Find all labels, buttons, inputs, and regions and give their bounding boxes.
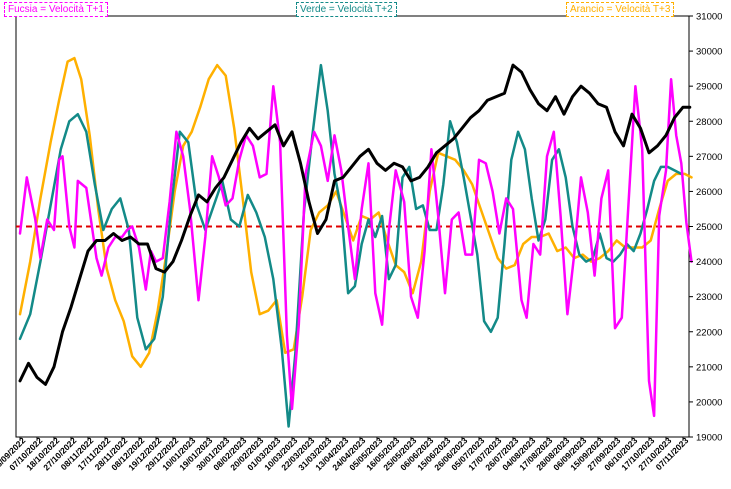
series-line-orange	[18, 56, 693, 369]
series-layer	[18, 56, 693, 428]
legend-fuchsia: Fucsia = Velocità T+1	[4, 2, 108, 17]
legend-green-label: Verde = Velocità T+2	[300, 4, 393, 15]
y-tick-label: 25000	[696, 222, 722, 233]
legend-orange-label: Arancio = Velocità T+3	[570, 4, 671, 15]
y-tick-label: 20000	[696, 397, 722, 408]
y-tick-label: 19000	[696, 433, 722, 444]
y-tick-label: 21000	[696, 362, 722, 373]
series-line-green	[18, 63, 683, 428]
y-tick-label: 28000	[696, 117, 722, 128]
y-tick-label: 29000	[696, 82, 722, 93]
y-tick-label: 27000	[696, 152, 722, 163]
y-tick-label: 26000	[696, 187, 722, 198]
legend-green: Verde = Velocità T+2	[296, 2, 397, 17]
x-axis: 28/09/202207/10/202218/10/202227/10/2022…	[0, 435, 691, 472]
y-tick-label: 22000	[696, 327, 722, 338]
legend-fuchsia-label: Fucsia = Velocità T+1	[8, 4, 104, 15]
legend-orange: Arancio = Velocità T+3	[566, 2, 675, 17]
y-tick-label: 31000	[696, 12, 722, 23]
y-tick-label: 24000	[696, 257, 722, 268]
y-tick-label: 23000	[696, 292, 722, 303]
series-line-fuchsia	[18, 77, 693, 418]
y-tick-label: 30000	[696, 47, 722, 58]
series-line-price	[18, 63, 692, 386]
y-axis-right: 19000 20000 21000 22000 23000 24000 25000 26000…	[689, 12, 722, 444]
